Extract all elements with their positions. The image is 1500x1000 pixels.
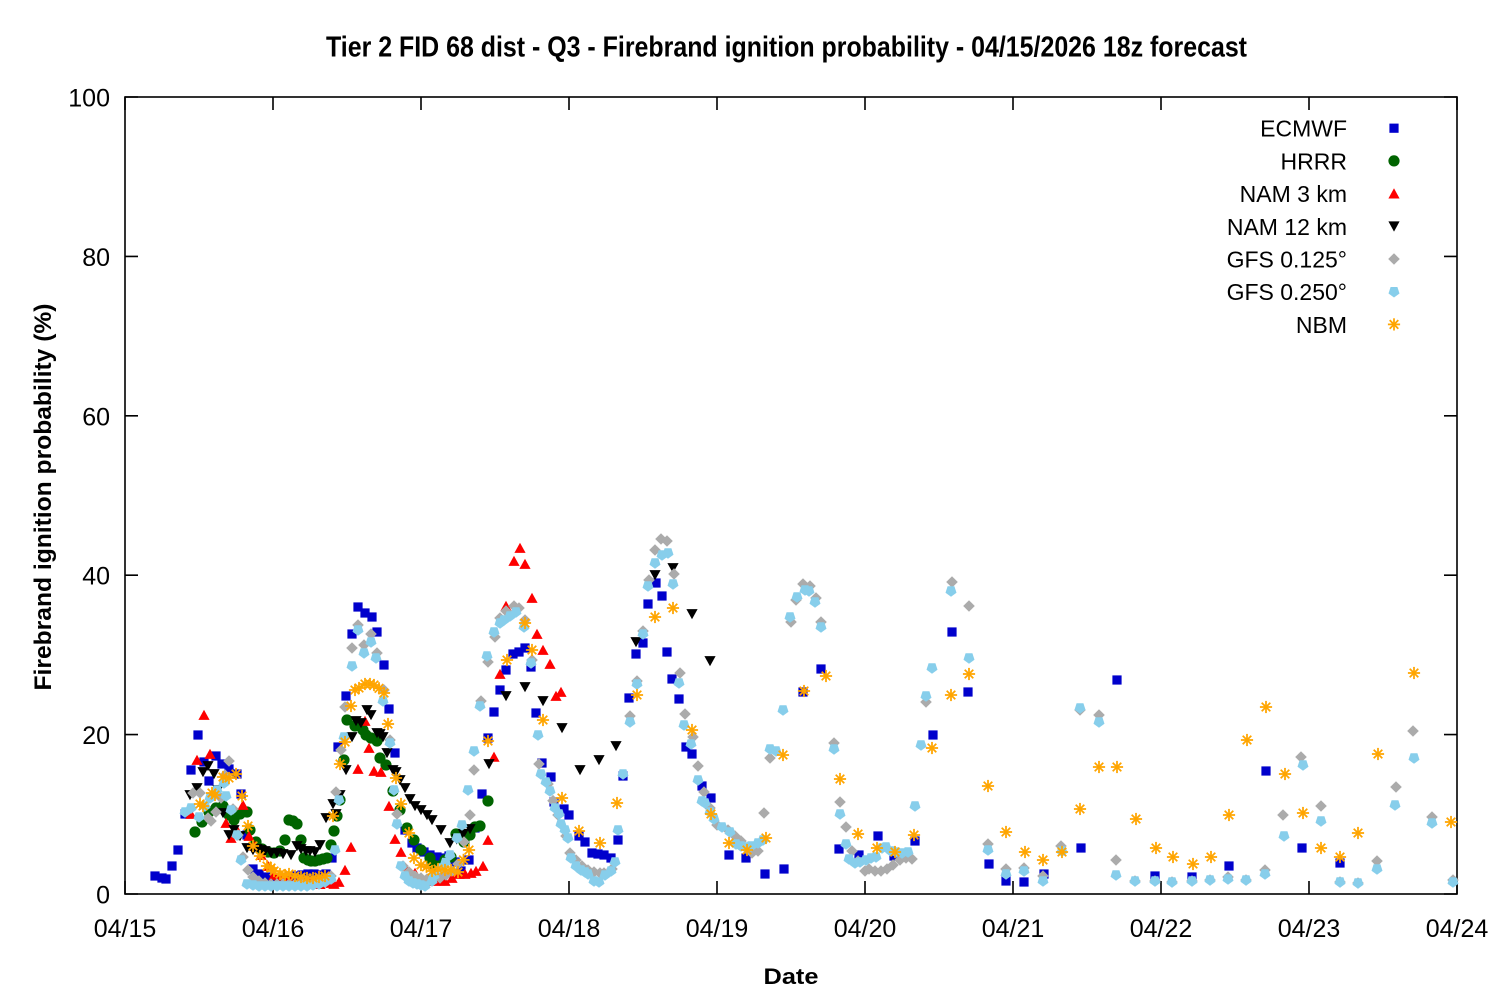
svg-text:Date: Date bbox=[764, 964, 819, 989]
svg-text:80: 80 bbox=[82, 244, 110, 272]
svg-text:04/17: 04/17 bbox=[390, 915, 453, 943]
svg-text:60: 60 bbox=[82, 403, 110, 431]
svg-text:NAM 12 km: NAM 12 km bbox=[1227, 214, 1347, 240]
svg-text:40: 40 bbox=[82, 563, 110, 591]
svg-text:04/20: 04/20 bbox=[834, 915, 897, 943]
svg-text:NBM: NBM bbox=[1296, 312, 1347, 338]
svg-text:04/23: 04/23 bbox=[1278, 915, 1341, 943]
svg-text:100: 100 bbox=[68, 85, 110, 113]
svg-text:HRRR: HRRR bbox=[1281, 148, 1347, 174]
svg-text:GFS 0.125°: GFS 0.125° bbox=[1227, 247, 1347, 273]
svg-text:04/21: 04/21 bbox=[982, 915, 1045, 943]
svg-text:GFS 0.250°: GFS 0.250° bbox=[1227, 279, 1347, 305]
svg-text:04/18: 04/18 bbox=[538, 915, 601, 943]
svg-text:20: 20 bbox=[82, 722, 110, 750]
svg-text:04/24: 04/24 bbox=[1426, 915, 1489, 943]
svg-text:ECMWF: ECMWF bbox=[1260, 116, 1347, 142]
svg-text:04/16: 04/16 bbox=[242, 915, 305, 943]
svg-text:04/15: 04/15 bbox=[94, 915, 157, 943]
svg-text:0: 0 bbox=[96, 882, 110, 910]
svg-text:04/19: 04/19 bbox=[686, 915, 749, 943]
svg-text:04/22: 04/22 bbox=[1130, 915, 1193, 943]
svg-text:NAM 3 km: NAM 3 km bbox=[1240, 181, 1347, 207]
svg-text:Firebrand ignition probability: Firebrand ignition probability (%) bbox=[30, 304, 57, 691]
svg-text:Tier 2 FID 68 dist - Q3 - Fire: Tier 2 FID 68 dist - Q3 - Firebrand igni… bbox=[326, 32, 1247, 64]
